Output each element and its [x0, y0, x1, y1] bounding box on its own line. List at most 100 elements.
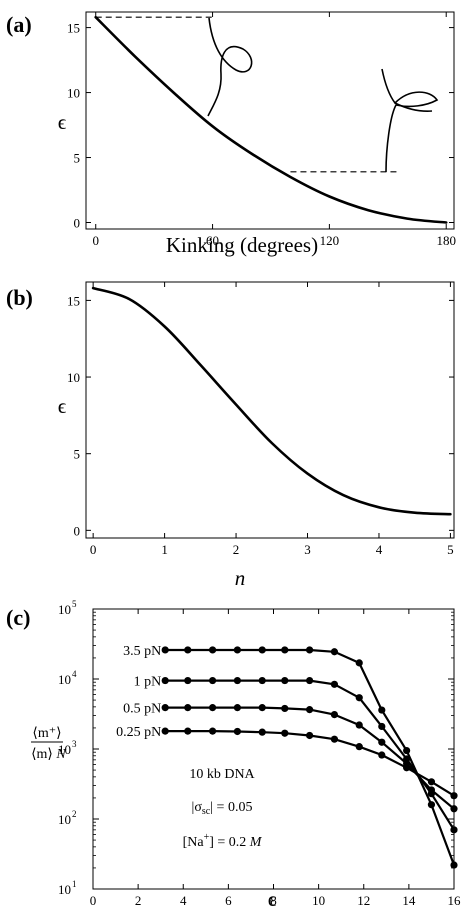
y-tick-label: 10 — [58, 812, 71, 827]
x-tick-label: 2 — [135, 893, 142, 908]
data-point — [330, 648, 339, 656]
panel-c-series — [161, 646, 458, 869]
panel-b-label: (b) — [6, 285, 33, 310]
data-point — [427, 801, 436, 809]
data-point — [208, 727, 217, 735]
data-point — [184, 676, 192, 685]
annotation-sodium: [Na+] = 0.2 M — [183, 832, 263, 850]
data-point — [233, 676, 241, 685]
data-point — [258, 646, 266, 654]
data-point — [184, 704, 192, 712]
panel-a-label: (a) — [6, 12, 32, 37]
data-point — [306, 646, 314, 654]
y-tick-label: 10 — [67, 86, 80, 101]
series-label: 1 pN — [134, 675, 162, 690]
x-tick-label: 10 — [312, 893, 325, 908]
y-tick-label: 0 — [74, 523, 81, 538]
x-tick-label: 3 — [304, 542, 311, 557]
data-point — [403, 764, 411, 772]
data-point — [330, 711, 339, 719]
series-label: 0.5 pN — [123, 702, 161, 717]
x-tick-label: 4 — [376, 542, 383, 557]
data-point — [355, 694, 363, 702]
panel-a-x-ticks: 0 60 120 180 — [92, 12, 456, 248]
data-point — [450, 861, 458, 869]
panel-a-frame — [85, 11, 455, 230]
y-tick-label: 0 — [74, 216, 81, 231]
panel-c-y-label: ⟨m⁺⟩ ⟨m⟩ N — [31, 726, 66, 762]
x-tick-label: 0 — [90, 893, 97, 908]
circle-loop-illustration — [207, 17, 253, 117]
y-tick-label: 15 — [67, 21, 80, 36]
panel-b-y-ticks: 0 5 10 15 — [67, 293, 454, 538]
panel-c-label: (c) — [6, 605, 30, 630]
x-tick-label: 4 — [180, 893, 187, 908]
panel-c-series-labels: 3.5 pN 1 pN 0.5 pN 0.25 pN — [116, 644, 161, 740]
data-point — [233, 727, 241, 736]
data-point — [306, 676, 314, 685]
panel-b-y-label: ϵ — [58, 394, 67, 418]
data-point — [258, 676, 266, 685]
x-tick-label: 0 — [90, 542, 97, 557]
data-point — [161, 704, 169, 712]
data-point — [233, 704, 241, 712]
x-tick-label: 0 — [92, 233, 99, 248]
data-point — [330, 680, 339, 688]
data-point — [450, 826, 458, 834]
y-label-N: N — [55, 747, 66, 762]
y-tick-exponent: 3 — [72, 739, 77, 749]
data-point — [281, 676, 289, 685]
y-tick-label: 5 — [74, 447, 81, 462]
kink-lobe-illustration — [394, 102, 433, 112]
panel-b-x-ticks: 0 1 2 3 4 5 — [90, 282, 454, 557]
data-point — [355, 743, 363, 751]
data-point — [330, 735, 339, 743]
data-point — [233, 646, 241, 654]
x-tick-label: 14 — [402, 893, 416, 908]
y-tick-exponent: 1 — [72, 879, 77, 889]
y-tick-exponent: 2 — [72, 809, 77, 819]
data-point — [281, 646, 289, 654]
y-tick-exponent: 5 — [72, 599, 77, 609]
data-point — [161, 646, 169, 654]
kink-illustration — [381, 68, 439, 173]
panel-b-x-label: n — [235, 566, 246, 590]
y-tick-exponent: 4 — [72, 669, 77, 679]
panel-a-y-ticks: 0 5 10 15 — [67, 21, 454, 231]
data-point — [184, 646, 192, 654]
data-point — [450, 792, 458, 800]
data-point — [306, 706, 314, 714]
data-point — [450, 805, 458, 813]
panel-c-x-label: ϵ — [268, 887, 277, 908]
x-tick-label: 1 — [161, 542, 168, 557]
panel-a-curve — [94, 15, 448, 224]
data-point — [208, 676, 217, 685]
y-tick-label: 10 — [67, 370, 80, 385]
y-tick-label: 10 — [58, 672, 71, 687]
data-point — [161, 676, 169, 685]
annotation-dna: 10 kb DNA — [189, 767, 255, 782]
x-tick-label: 16 — [448, 893, 461, 908]
annotation-sigma: |σsc| = 0.05 — [192, 800, 253, 817]
panel-b: (b) 0 1 2 3 4 5 0 5 10 15 n ϵ — [6, 281, 455, 590]
data-point — [355, 659, 363, 667]
y-label-numerator: ⟨m⁺⟩ — [32, 726, 61, 741]
y-tick-label: 10 — [58, 882, 71, 897]
data-point — [306, 731, 314, 740]
data-point — [281, 729, 289, 737]
x-tick-label: 60 — [206, 233, 219, 248]
x-tick-label: 5 — [447, 542, 454, 557]
data-point — [378, 706, 386, 714]
data-point — [281, 704, 289, 713]
data-point — [427, 778, 436, 786]
series-label: 3.5 pN — [123, 644, 161, 659]
data-point — [258, 728, 266, 736]
x-tick-label: 120 — [320, 233, 340, 248]
data-point — [378, 722, 386, 731]
y-tick-label: 10 — [58, 602, 71, 617]
data-point — [403, 746, 411, 755]
panel-a-y-label: ϵ — [58, 110, 67, 134]
x-tick-label: 12 — [357, 893, 370, 908]
